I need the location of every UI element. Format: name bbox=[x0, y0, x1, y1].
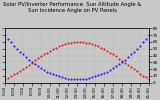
Text: Solar PV/Inverter Performance  Sun Altitude Angle & Sun Incidence Angle on PV Pa: Solar PV/Inverter Performance Sun Altitu… bbox=[3, 2, 141, 13]
